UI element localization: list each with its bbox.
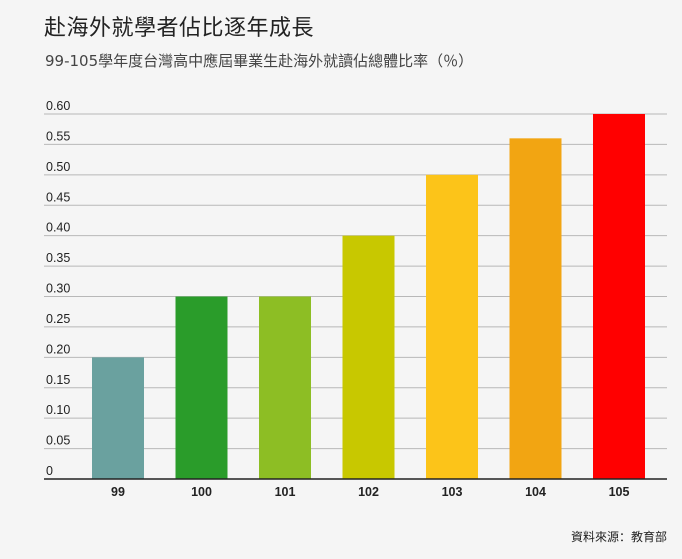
y-tick-label: 0.60 — [46, 99, 70, 113]
x-tick-label: 105 — [609, 485, 630, 499]
y-tick-label: 0.35 — [46, 251, 70, 265]
chart-subtitle: 99-105學年度台灣高中應屆畢業生赴海外就讀佔總體比率（％） — [45, 52, 474, 70]
y-tick-label: 0.20 — [46, 342, 70, 356]
bar-103 — [426, 174, 478, 480]
x-tick-label: 101 — [275, 485, 296, 499]
y-tick-label: 0.05 — [46, 434, 70, 448]
y-tick-label: 0.10 — [46, 403, 70, 417]
x-axis-ticks: 99 100 101 102 103 104 105 — [111, 485, 629, 499]
y-tick-label: 0.30 — [46, 282, 70, 296]
bar-104 — [509, 138, 562, 480]
y-tick-label: 0.15 — [46, 373, 70, 387]
bar-105 — [593, 114, 645, 479]
x-tick-label: 103 — [442, 485, 463, 499]
x-tick-label: 99 — [111, 485, 125, 499]
x-tick-label: 102 — [358, 485, 379, 499]
y-tick-label: 0.55 — [46, 129, 70, 143]
bar-101 — [259, 296, 311, 479]
y-tick-label: 0.25 — [46, 312, 70, 326]
x-tick-label: 100 — [191, 485, 212, 499]
y-axis-ticks: 0 0.05 0.10 0.15 0.20 0.25 0.30 0.35 0.40 0.45 0.5… — [46, 99, 70, 478]
y-tick-label: 0.40 — [46, 221, 70, 235]
y-tick-label: 0.50 — [46, 160, 70, 174]
bar-100 — [175, 296, 228, 479]
x-tick-label: 104 — [525, 485, 546, 499]
bar-99 — [92, 357, 144, 479]
chart-title: 赴海外就學者佔比逐年成長 — [44, 16, 315, 41]
y-tick-label: 0 — [46, 464, 53, 478]
y-tick-label: 0.45 — [46, 190, 70, 204]
bar-102 — [342, 235, 395, 479]
source-note: 資料來源：教育部 — [570, 530, 667, 544]
bars — [92, 114, 645, 480]
